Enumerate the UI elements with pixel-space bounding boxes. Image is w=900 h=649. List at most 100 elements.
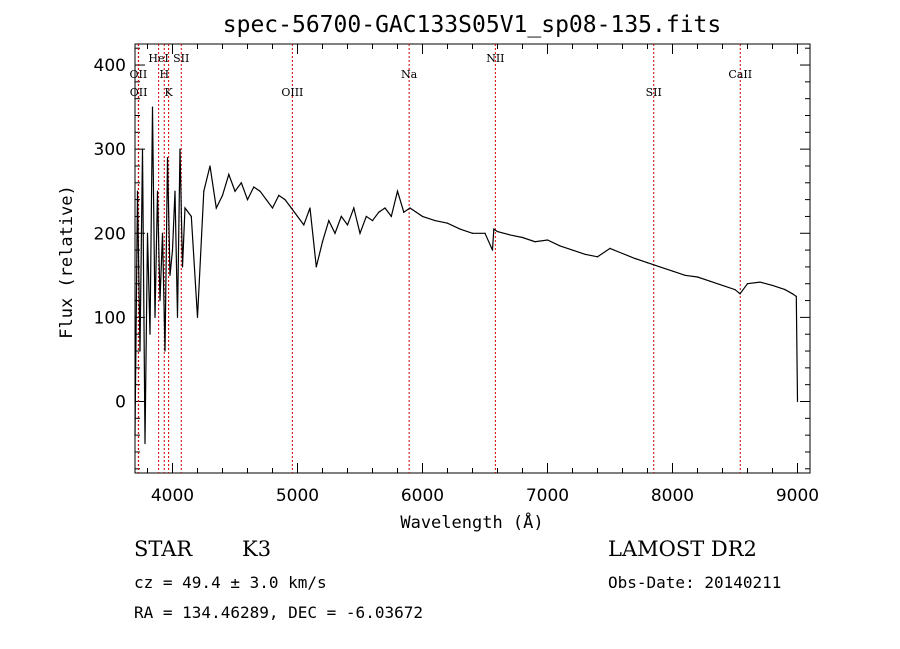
spectrum-point	[484, 232, 486, 234]
spectrum-point	[493, 228, 495, 230]
spectrum-point	[309, 207, 311, 209]
spectrum-point	[459, 228, 461, 230]
spectrum-point	[521, 236, 524, 239]
spectrum-point	[409, 207, 411, 209]
spectrum-point	[303, 224, 305, 226]
spectrum-point	[240, 182, 242, 184]
spectrum-point	[646, 262, 649, 264]
y-axis-label: Flux (relative)	[57, 185, 77, 339]
spectrum-point	[509, 234, 511, 236]
spectrum-point	[471, 232, 474, 234]
spectrum-point	[196, 316, 199, 318]
spectrum-point	[434, 220, 436, 222]
spectrum-point	[164, 350, 166, 352]
spectrum-point	[671, 270, 674, 272]
y-tick-label: 100	[94, 308, 126, 328]
spectrum-point	[340, 215, 342, 218]
spectrum-point	[634, 257, 636, 260]
spectrum-point	[209, 165, 211, 167]
spectrum-point	[791, 293, 794, 295]
line-marker-label: OII	[130, 68, 148, 81]
line-marker-label: HeI	[148, 52, 168, 65]
spectrum-point	[278, 194, 280, 197]
spectrum-point	[384, 207, 386, 209]
spectrum-point	[621, 252, 624, 255]
spectrum-point	[334, 232, 336, 234]
y-tick-label: 400	[94, 56, 126, 76]
coordinates: RA = 134.46289, DEC = -6.03672	[134, 603, 423, 622]
spectrum-point	[328, 220, 330, 222]
spectrum-point	[353, 207, 355, 209]
spectrum-point	[171, 249, 174, 251]
object-class: STAR	[134, 537, 193, 561]
spectrum-point	[359, 232, 361, 234]
spectrum-point	[174, 190, 176, 192]
spectrum-point	[156, 190, 159, 192]
spectrum-point	[321, 241, 324, 243]
line-marker-label: CaII	[728, 68, 752, 81]
spectrum-point	[181, 266, 184, 268]
survey-name: LAMOST DR2	[608, 537, 757, 561]
line-marker-label: H	[159, 68, 169, 81]
spectrum-point	[234, 190, 236, 192]
spectrum-point	[265, 199, 267, 201]
spectrum-point	[179, 148, 181, 150]
spectrum-point	[446, 222, 449, 224]
plot-frame	[134, 43, 811, 474]
spectrum-point	[734, 289, 736, 291]
spectrum-point	[176, 316, 179, 318]
x-tick-label: 8000	[651, 486, 694, 506]
line-marker-label: NII	[486, 52, 504, 65]
spectrum-point	[403, 211, 405, 213]
spectrum-point	[151, 106, 154, 108]
x-tick-label: 7000	[526, 486, 569, 506]
spectrum-point	[684, 274, 686, 276]
spectrum-point	[390, 215, 392, 218]
y-tick-label: 300	[94, 140, 126, 160]
spectrum-point	[141, 148, 144, 150]
spectrum-point	[609, 247, 611, 250]
spectrum-point	[396, 190, 399, 192]
spectrum-point	[739, 293, 741, 295]
line-marker-label: OII	[130, 86, 148, 99]
spectrum-point	[421, 215, 424, 218]
spectrum-point	[246, 199, 249, 201]
spectrum-point	[146, 232, 149, 234]
y-tick-label: 200	[94, 224, 126, 244]
spectrum-point	[659, 266, 661, 268]
spectrum-point	[796, 400, 799, 403]
spectrum-point	[184, 207, 186, 209]
spectrum-point	[365, 215, 367, 218]
spectrum-point	[296, 215, 299, 218]
spectrum-point	[534, 241, 536, 243]
spectrum-point	[284, 199, 286, 201]
spectrum-point	[271, 207, 274, 209]
line-marker-label: Na	[401, 68, 418, 81]
x-tick-label: 9000	[776, 486, 819, 506]
spectrum-point	[154, 316, 156, 318]
spectrum-point	[228, 173, 230, 175]
spectrum-point	[346, 224, 349, 226]
spectrum-point	[721, 284, 724, 287]
spectrum-point	[259, 190, 261, 192]
observation-date: Obs-Date: 20140211	[608, 573, 782, 592]
y-tick-label: 0	[115, 393, 126, 413]
spectrum-point	[584, 253, 586, 255]
line-marker-label: SII	[646, 86, 662, 99]
spectrum-point	[215, 207, 217, 209]
x-axis-label: Wavelength (Å)	[400, 511, 543, 533]
plot-area: 4000 5000 6000 7000 8000 9000 0 100 200 300 400 OII…	[94, 43, 819, 506]
spectrum-point	[709, 280, 711, 282]
spectrum-point	[546, 239, 549, 241]
spectrum-line	[134, 107, 799, 444]
redshift-cz: cz = 49.4 ± 3.0 km/s	[134, 573, 327, 592]
object-subclass: K3	[242, 537, 272, 561]
spectrum-point	[169, 274, 171, 276]
spectrum-point	[161, 232, 164, 234]
spectrum-point	[190, 215, 192, 218]
x-tick-label: 5000	[276, 486, 319, 506]
spectrum-point	[378, 211, 380, 213]
spectrum-point	[559, 245, 561, 247]
spectrum-point	[696, 276, 699, 278]
chart-title: spec-56700-GAC133S05V1_sp08-135.fits	[223, 12, 722, 38]
